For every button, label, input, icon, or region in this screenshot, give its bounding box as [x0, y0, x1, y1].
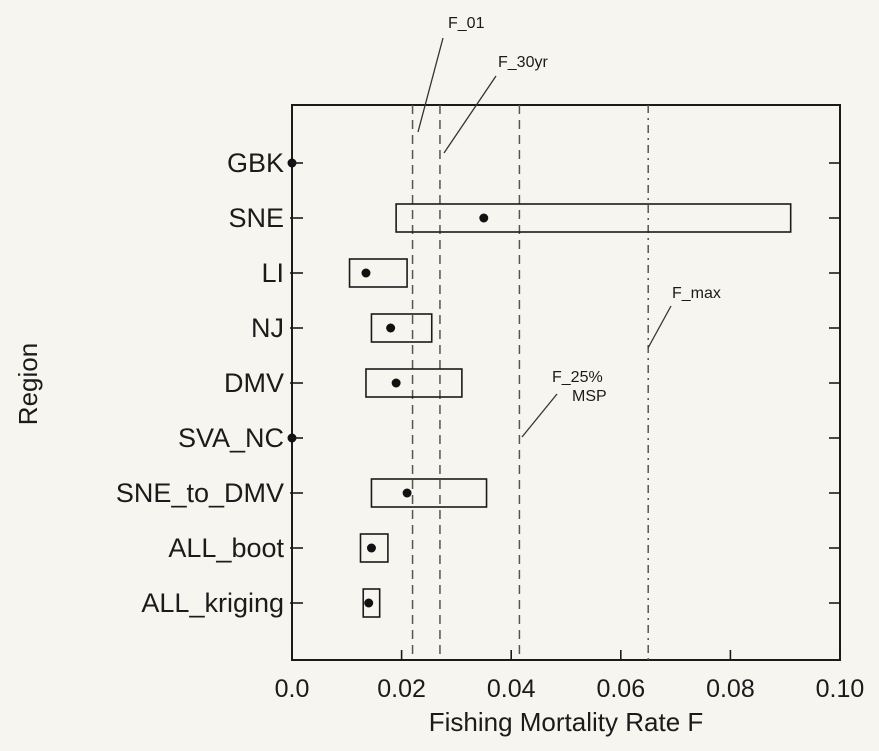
y-tick-label: DMV: [224, 368, 284, 398]
x-axis: 0.0 0.02 0.04 0.06 0.08 0.10: [275, 650, 865, 703]
x-tick-label: 0.08: [706, 675, 755, 703]
point-estimate-nj: [386, 323, 396, 333]
y-tick-label: SVA_NC: [178, 423, 284, 453]
interval-boxes: [287, 158, 792, 618]
x-tick-label: 0.02: [377, 675, 426, 703]
interval-box-sne: [395, 203, 792, 233]
y-axis-title: Region: [13, 343, 43, 425]
ref-label-f-25-msp: F_25%: [552, 369, 603, 386]
interval-box-all-boot: [359, 533, 389, 563]
ref-leader-f-25-msp: [521, 393, 558, 438]
x-tick-label: 0.10: [816, 675, 865, 703]
interval-box-nj: [370, 313, 433, 343]
reference-lines: F_01 F_30yr F_25% MSP F_max: [411, 15, 721, 660]
interval-box-sne-to-dmv: [370, 478, 488, 508]
y-tick-label: ALL_kriging: [141, 588, 284, 618]
x-tick-label: 0.06: [596, 675, 645, 703]
ref-label-f-25-msp: MSP: [572, 388, 607, 405]
y-tick-label: SNE: [228, 203, 284, 233]
ref-leader-f-30yr: [443, 75, 497, 154]
ref-label-f-30yr: F_30yr: [498, 54, 548, 71]
point-estimate-all-boot: [366, 543, 376, 553]
ref-leader-f-01: [417, 37, 444, 133]
x-tick-label: 0.04: [487, 675, 536, 703]
point-estimate-all-kriging: [364, 598, 374, 608]
y-axis: GBK SNE LI NJ DMV SVA_NC SNE_to_DMV ALL_boot ALL…: [116, 148, 840, 618]
y-tick-label: NJ: [251, 313, 284, 343]
x-tick-label: 0.0: [275, 675, 310, 703]
x-axis-title: Fishing Mortality Rate F: [429, 707, 704, 737]
ref-label-f-max: F_max: [672, 285, 721, 302]
point-estimate-sne: [479, 213, 489, 223]
ref-leader-f-max: [647, 305, 672, 349]
ref-label-f-01: F_01: [448, 15, 485, 32]
y-tick-label: ALL_boot: [168, 533, 284, 563]
y-tick-label: SNE_to_DMV: [116, 478, 284, 508]
point-estimate-dmv: [391, 378, 401, 388]
interval-box-all-kriging: [362, 588, 381, 618]
point-estimate-sne-to-dmv: [402, 488, 412, 498]
interval-box-li: [348, 258, 408, 288]
point-estimate-li: [361, 268, 371, 278]
y-tick-label: GBK: [227, 148, 284, 178]
interval-box-dmv: [365, 368, 463, 398]
y-tick-label: LI: [261, 258, 284, 288]
